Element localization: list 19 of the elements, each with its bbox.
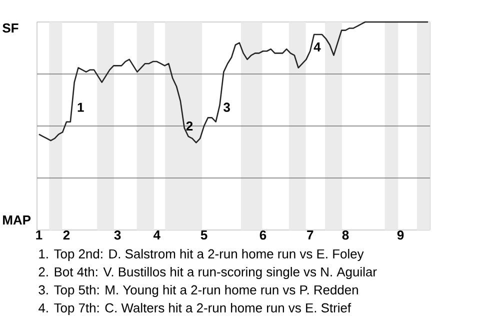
x-tick-label: 2 xyxy=(63,230,70,240)
annotation: 3 xyxy=(224,102,230,112)
annotation: 4 xyxy=(314,42,321,52)
text: 3. Top 5th: M. Young hit a 2-run home run vs P. Redden xyxy=(38,284,358,298)
x-tick-label: 7 xyxy=(307,230,314,240)
annotation: 1 xyxy=(78,102,84,112)
text: 1. Top 2nd: D. Salstrom hit a 2-run home run vs E. Foley xyxy=(39,248,364,262)
x-tick-label: 9 xyxy=(397,230,404,240)
x-tick-label: 6 xyxy=(260,230,266,240)
x-tick-label: 4 xyxy=(153,230,160,240)
text: 2. Bot 4th: V. Bustillos hit a run-scoring single vs N. Aguilar xyxy=(38,266,377,280)
text: SF xyxy=(2,23,18,33)
x-tick-label: 3 xyxy=(114,230,121,240)
text: 4. Top 7th: C. Walters hit a 2-run home run vs E. Strief xyxy=(38,302,352,316)
x-tick-label: 1 xyxy=(36,230,42,240)
annotation: 2 xyxy=(186,121,193,131)
x-tick-label: 8 xyxy=(342,230,349,240)
x-tick-label: 5 xyxy=(200,230,208,240)
text: MAP xyxy=(3,216,31,224)
